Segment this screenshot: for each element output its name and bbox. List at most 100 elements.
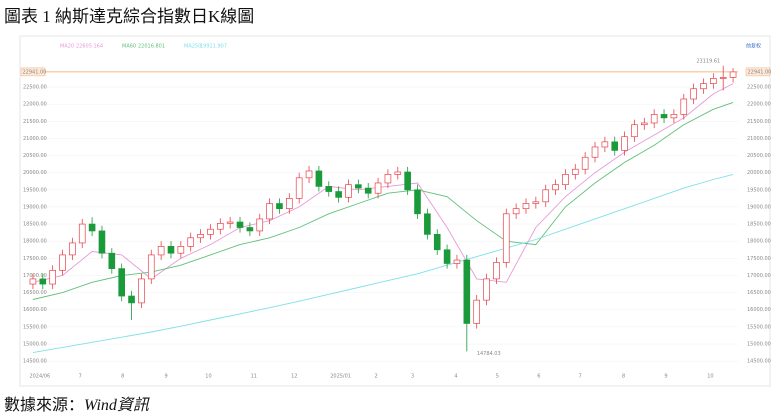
legend-name[interactable]: MA20 <box>60 44 74 50</box>
y2-tick-label: 17500.00 <box>747 256 771 262</box>
candle-body <box>660 114 668 119</box>
ma-line <box>32 101 734 300</box>
candle-body <box>581 156 589 170</box>
y-tick-label: 18500.00 <box>23 222 47 228</box>
candle-body <box>552 184 559 191</box>
y2-tick-label: 21000.00 <box>747 136 771 142</box>
chart-frame <box>19 35 771 387</box>
candle-body <box>266 203 273 220</box>
candle-body <box>631 124 638 138</box>
candle-body <box>601 141 609 148</box>
y2-tick-label: 21500.00 <box>747 119 771 125</box>
candle-body <box>641 122 648 126</box>
y-tick-label: 19500.00 <box>23 187 47 193</box>
y2-tick-label: 20500.00 <box>747 153 771 159</box>
candle-body <box>325 186 333 192</box>
y2-tick-label: 16500.00 <box>747 290 771 296</box>
candle-body <box>157 246 165 256</box>
x-tick-label: 2024/06 <box>29 374 50 380</box>
last-price-right: 22941.00 <box>748 69 772 75</box>
y-tick-label: 22000.00 <box>23 102 47 108</box>
candle-body <box>207 228 214 235</box>
legend-value: 19911.907 <box>200 44 227 50</box>
candle-body <box>236 221 244 228</box>
y-tick-label: 17500.00 <box>23 256 47 262</box>
adjust-label[interactable]: 前复权 <box>746 43 761 50</box>
candle-body <box>611 141 619 151</box>
candle-body <box>98 230 106 254</box>
x-tick-label: 9 <box>164 374 167 380</box>
candle-body <box>355 184 362 189</box>
y2-tick-label: 16000.00 <box>747 307 771 313</box>
x-tick-label: 10 <box>707 374 713 380</box>
candle-body <box>680 98 688 115</box>
candle-body <box>305 170 313 179</box>
candle-body <box>650 114 658 124</box>
high-annotation: 23119.61 <box>696 58 720 64</box>
y-tick-label: 20500.00 <box>23 153 47 159</box>
y-tick-label: 16500.00 <box>23 290 47 296</box>
last-price-left-box <box>20 67 46 77</box>
candle-body <box>295 177 303 199</box>
candle-body <box>571 168 579 175</box>
candle-body <box>59 254 66 271</box>
x-tick-label: 9 <box>664 374 667 380</box>
candle-body <box>29 278 37 285</box>
candle-body <box>216 223 224 230</box>
legend-name[interactable]: MA250 <box>184 44 201 50</box>
candle-body <box>39 278 47 285</box>
y2-tick-label: 15000.00 <box>747 342 771 348</box>
y-tick-label: 20000.00 <box>23 170 47 176</box>
candle-body <box>335 191 342 198</box>
candle-body <box>404 171 411 191</box>
x-tick-label: 3 <box>411 374 414 380</box>
candle-body <box>512 208 520 215</box>
x-tick-label: 12 <box>291 374 297 380</box>
candle-body <box>187 237 195 247</box>
x-tick-label: 6 <box>537 374 540 380</box>
chart-title: 圖表 1 納斯達克綜合指數日K線圖 <box>4 7 254 26</box>
source-prefix: 數據來源： <box>4 396 84 414</box>
source-name: Wind資訊 <box>84 396 150 414</box>
candle-body <box>710 78 717 84</box>
y2-tick-label: 19500.00 <box>747 187 771 193</box>
candle-body <box>542 189 550 203</box>
candle-body <box>226 221 234 224</box>
y2-tick-label: 14500.00 <box>747 359 771 365</box>
candle-body <box>443 249 451 264</box>
candle-body <box>88 223 96 232</box>
candle-body <box>424 213 431 235</box>
candle-body <box>394 171 402 175</box>
candle-body <box>532 201 540 204</box>
candle-body <box>463 259 471 324</box>
candle-body <box>700 83 707 90</box>
candle-body <box>147 254 155 280</box>
candle-body <box>138 278 145 304</box>
x-tick-label: 7 <box>579 374 582 380</box>
y-tick-label: 21000.00 <box>23 136 47 142</box>
candle-body <box>621 136 628 151</box>
x-tick-label: 5 <box>496 374 499 380</box>
candle-body <box>256 218 264 232</box>
ma-line <box>32 173 734 354</box>
y-tick-label: 14500.00 <box>23 359 47 365</box>
candle-body <box>276 203 283 210</box>
x-tick-label: 4 <box>454 374 457 380</box>
ma-line <box>32 83 734 283</box>
y-tick-label: 15000.00 <box>23 342 47 348</box>
y-tick-label: 17000.00 <box>23 273 47 279</box>
y-tick-label: 19000.00 <box>23 204 47 210</box>
legend-name[interactable]: MA60 <box>122 44 136 50</box>
y2-tick-label: 22500.00 <box>747 85 771 91</box>
x-tick-label: 2025/01 <box>330 374 351 380</box>
y2-tick-label: 15500.00 <box>747 324 771 330</box>
candle-body <box>108 252 116 269</box>
candle-body <box>433 234 441 251</box>
y2-tick-label: 19000.00 <box>747 204 771 210</box>
candle-body <box>591 146 599 158</box>
y2-tick-label: 18000.00 <box>747 239 771 245</box>
candle-body <box>315 170 323 187</box>
last-price-right-box <box>745 67 771 77</box>
last-price-left: 22941.00 <box>23 69 47 75</box>
